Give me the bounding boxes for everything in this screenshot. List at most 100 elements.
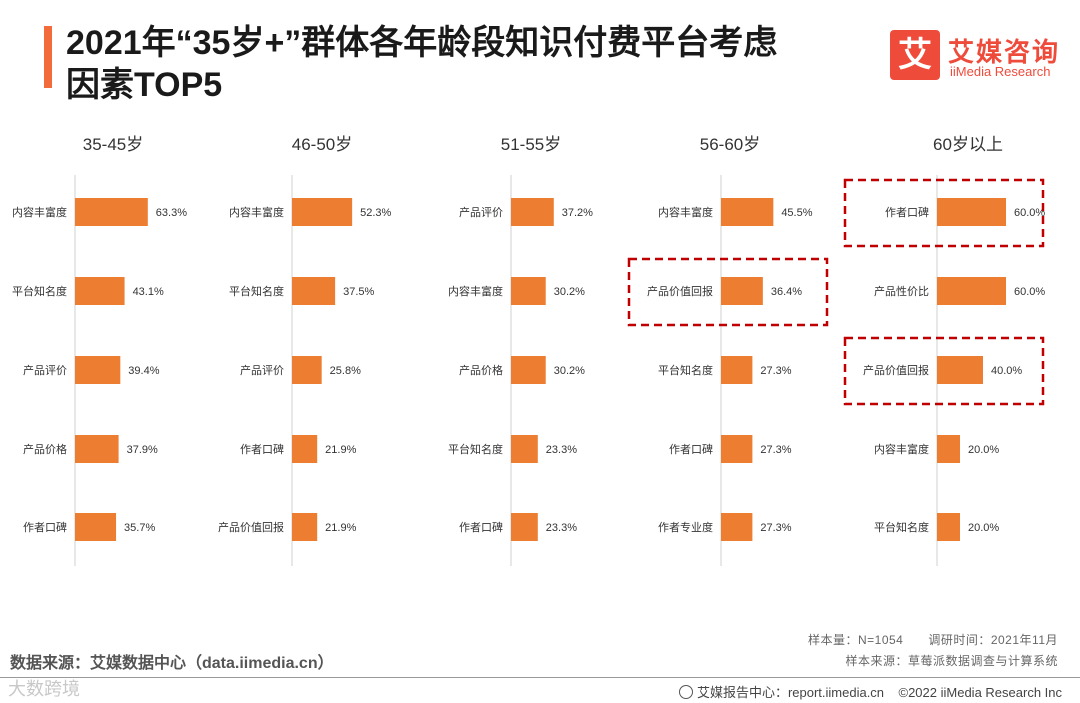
highlight-box	[843, 336, 1045, 406]
category-label: 作者口碑	[240, 443, 284, 456]
chart-title: 60岁以上	[933, 135, 1003, 154]
report-center-link[interactable]: 艾媒报告中心：report.iimedia.cn	[696, 685, 885, 700]
bar	[937, 435, 960, 463]
value-label: 36.4%	[771, 286, 802, 298]
value-label: 35.7%	[124, 522, 155, 534]
logo-mark: 艾	[890, 30, 940, 80]
value-label: 21.9%	[325, 522, 356, 534]
value-label: 30.2%	[554, 365, 585, 377]
value-label: 20.0%	[968, 522, 999, 534]
category-label: 内容丰富度	[874, 442, 929, 456]
category-label: 作者口碑	[669, 443, 713, 456]
category-label: 平台知名度	[229, 284, 284, 298]
value-label: 21.9%	[325, 444, 356, 456]
category-label: 产品价值回报	[218, 520, 284, 534]
bar	[721, 198, 774, 226]
value-label: 37.2%	[562, 207, 593, 219]
bar	[292, 277, 336, 305]
bar	[75, 277, 125, 305]
value-label: 23.3%	[546, 522, 577, 534]
value-label: 30.2%	[554, 286, 585, 298]
value-label: 63.3%	[156, 207, 187, 219]
category-label: 作者口碑	[23, 521, 67, 534]
bar	[292, 435, 318, 463]
logo-cn-text: 艾媒咨询	[948, 37, 1061, 67]
iimedia-logo: 艾 艾媒咨询 iiMedia Research	[890, 30, 1070, 82]
watermark-text: 大数跨境	[8, 679, 80, 699]
chart-title: 35-45岁	[83, 135, 143, 154]
category-label: 作者口碑	[885, 206, 929, 219]
bar	[937, 198, 1006, 226]
highlight-box	[843, 178, 1045, 248]
value-label: 20.0%	[968, 444, 999, 456]
category-label: 产品性价比	[874, 284, 929, 298]
bar	[937, 513, 960, 541]
chart-title: 51-55岁	[501, 135, 561, 154]
bar	[721, 435, 753, 463]
value-label: 25.8%	[330, 365, 361, 377]
bar	[721, 277, 763, 305]
value-label: 60.0%	[1014, 207, 1045, 219]
category-label: 产品评价	[459, 205, 503, 219]
category-label: 产品评价	[23, 363, 67, 377]
category-label: 产品价格	[23, 442, 67, 456]
page-title: 2021年“35岁+”群体各年龄段知识付费平台考虑 因素TOP5	[66, 22, 866, 106]
bar	[292, 356, 322, 384]
globe-icon	[678, 685, 693, 699]
value-label: 27.3%	[760, 522, 791, 534]
footer-info: 艾媒报告中心：report.iimedia.cn ©2022 iiMedia R…	[678, 682, 1063, 701]
category-label: 作者专业度	[658, 520, 713, 534]
bar	[511, 513, 538, 541]
chart-title: 56-60岁	[700, 135, 760, 154]
category-label: 平台知名度	[448, 442, 503, 456]
bar	[75, 435, 119, 463]
value-label: 45.5%	[781, 207, 812, 219]
value-label: 27.3%	[760, 365, 791, 377]
title-accent-bar	[44, 26, 52, 88]
value-label: 27.3%	[760, 444, 791, 456]
copyright: ©2022 iiMedia Research Inc	[898, 685, 1063, 700]
category-label: 平台知名度	[12, 284, 67, 298]
category-label: 产品价值回报	[863, 363, 929, 377]
category-label: 平台知名度	[874, 520, 929, 534]
bar	[511, 356, 546, 384]
page-title-line1: 2021年“35岁+”群体各年龄段知识付费平台考虑	[66, 24, 778, 62]
category-label: 内容丰富度	[448, 284, 503, 298]
bar	[937, 356, 983, 384]
category-label: 产品价值回报	[647, 284, 713, 298]
category-label: 产品评价	[240, 363, 284, 377]
sample-source-note: 样本来源：草莓派数据调查与计算系统	[845, 654, 1058, 668]
value-label: 60.0%	[1014, 286, 1045, 298]
bar	[511, 198, 554, 226]
category-label: 作者口碑	[459, 521, 503, 534]
bar	[721, 356, 753, 384]
value-label: 43.1%	[133, 286, 164, 298]
category-label: 平台知名度	[658, 363, 713, 377]
value-label: 23.3%	[546, 444, 577, 456]
category-label: 内容丰富度	[229, 205, 284, 219]
footer-divider	[0, 677, 1080, 678]
value-label: 37.9%	[127, 444, 158, 456]
value-label: 40.0%	[991, 365, 1022, 377]
category-label: 内容丰富度	[12, 205, 67, 219]
data-source: 数据来源：艾媒数据中心（data.iimedia.cn）	[10, 655, 334, 672]
bar	[511, 277, 546, 305]
bar	[75, 356, 121, 384]
bar	[292, 513, 318, 541]
category-label: 产品价格	[459, 363, 503, 377]
logo-en-text: iiMedia Research	[950, 64, 1051, 79]
highlight-box	[627, 257, 829, 327]
sample-size-note: 样本量：N=1054 调研时间：2021年11月	[807, 633, 1058, 647]
value-label: 37.5%	[343, 286, 374, 298]
bar	[75, 513, 117, 541]
chart-title: 46-50岁	[292, 135, 352, 154]
category-label: 内容丰富度	[658, 205, 713, 219]
bar	[511, 435, 538, 463]
bar	[292, 198, 353, 226]
page-title-line2: 因素TOP5	[66, 66, 223, 104]
bar	[75, 198, 148, 226]
bar	[721, 513, 753, 541]
value-label: 39.4%	[128, 365, 159, 377]
bar	[937, 277, 1006, 305]
